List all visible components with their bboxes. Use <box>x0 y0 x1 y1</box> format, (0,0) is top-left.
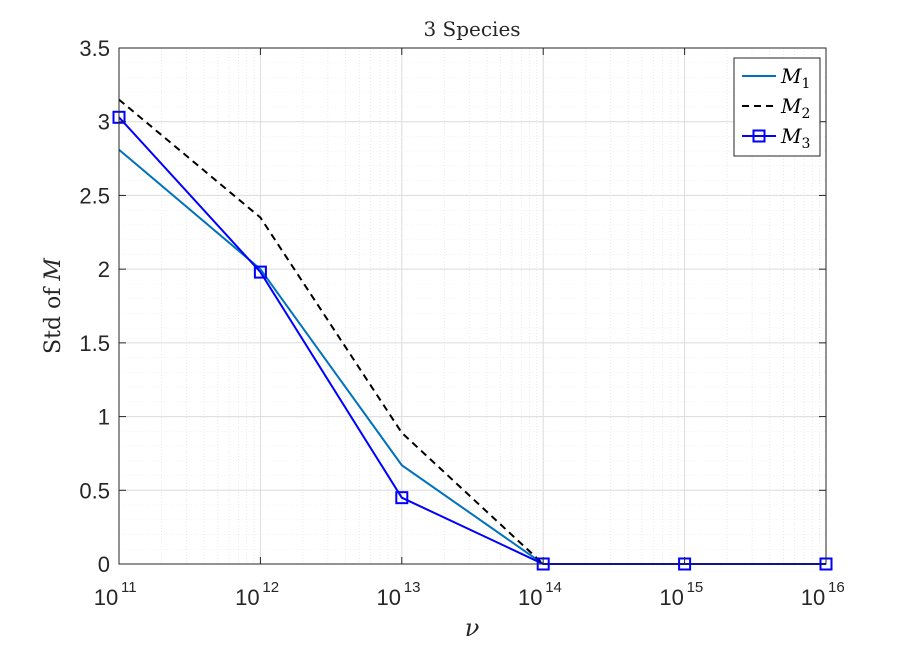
tick-marks <box>118 47 827 565</box>
x-tick-label-exponent: 11 <box>121 579 137 596</box>
chart-title: 3 Species <box>423 17 520 41</box>
y-tick-label: 0 <box>98 552 110 577</box>
legend-label-subscript: 2 <box>801 106 810 122</box>
legend-label-M3: M3 <box>780 124 810 152</box>
y-tick-label: 0.5 <box>79 478 110 503</box>
x-tick-label-exponent: 15 <box>687 579 704 596</box>
series-marker-M3 <box>395 491 409 505</box>
series-marker-M3 <box>253 265 267 279</box>
x-tick-label-exponent: 13 <box>404 579 421 596</box>
y-tick-label: 1.5 <box>79 331 110 356</box>
y-tick-labels: 0 0.5 1 1.5 2 2.5 3 3.5 <box>79 36 110 577</box>
x-tick-label: 10 <box>659 585 683 610</box>
legend-label-M1: M1 <box>780 64 810 92</box>
y-tick-label: 2.5 <box>79 183 110 208</box>
y-tick-label: 3.5 <box>79 36 110 61</box>
x-tick-label-exponent: 16 <box>828 579 845 596</box>
legend-label-subscript: 1 <box>801 76 810 92</box>
y-tick-label: 1 <box>98 405 110 430</box>
x-tick-label-exponent: 14 <box>545 579 562 596</box>
grid-minor <box>119 48 826 564</box>
x-tick-label: 10 <box>801 585 825 610</box>
y-axis-label-var: M <box>41 258 66 282</box>
plot-area <box>119 48 826 564</box>
legend-label-base: M <box>780 124 802 148</box>
y-tick-label: 2 <box>98 257 110 282</box>
x-tick-labels: 10 11 10 12 10 13 10 14 10 15 10 16 <box>94 579 845 610</box>
x-tick-label: 10 <box>94 585 118 610</box>
plot-frame <box>118 47 827 565</box>
x-tick-label: 10 <box>518 585 542 610</box>
legend-label-base: M <box>780 64 802 88</box>
legend-label-subscript: 3 <box>801 136 810 152</box>
y-tick-label: 3 <box>98 110 110 135</box>
legend-label-base: M <box>780 94 802 118</box>
legend-label-M2: M2 <box>780 94 810 122</box>
x-tick-label: 10 <box>377 585 401 610</box>
y-axis-label: Std of M <box>41 258 66 354</box>
x-tick-label: 10 <box>235 585 259 610</box>
y-axis-label-prefix: Std of <box>41 281 66 354</box>
legend-marker-M3 <box>752 129 766 143</box>
x-axis-label: ν <box>465 614 480 642</box>
x-tick-label-exponent: 12 <box>262 579 279 596</box>
